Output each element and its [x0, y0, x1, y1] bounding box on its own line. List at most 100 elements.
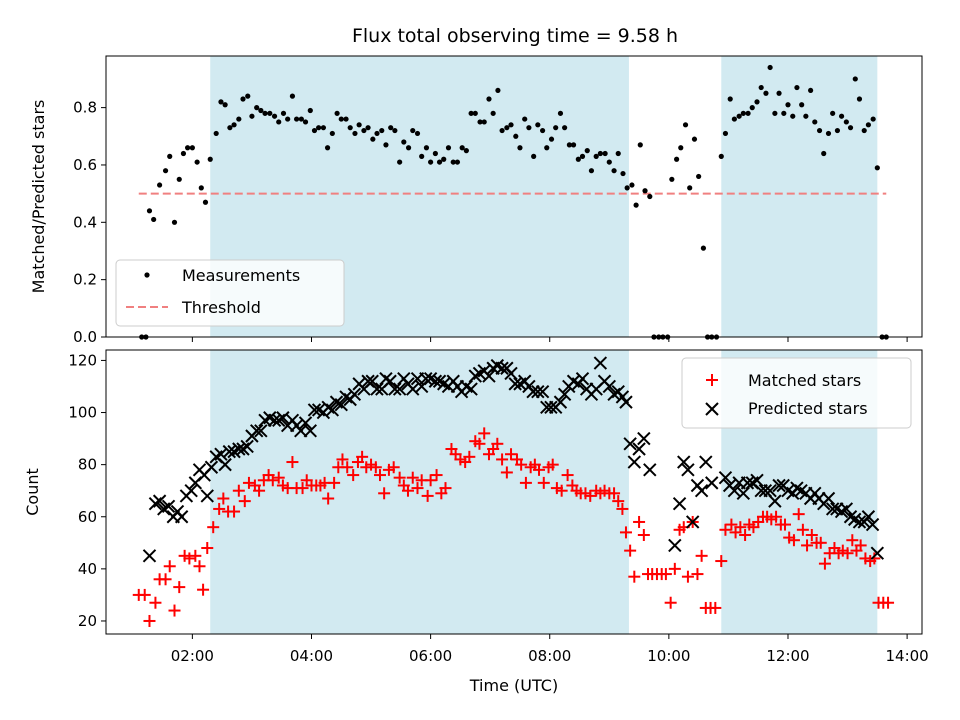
measurement-point: [544, 145, 550, 151]
measurement-point: [522, 116, 528, 122]
measurement-point: [736, 113, 742, 119]
measurement-point: [379, 127, 385, 134]
measurement-point: [562, 125, 568, 131]
predicted-star-point: [557, 387, 572, 402]
matched-star-point: [373, 469, 386, 482]
matched-star-point: [537, 476, 550, 489]
matched-star-point: [818, 557, 831, 570]
top-y-tick-label: 0.6: [73, 156, 97, 174]
chart-title: Flux total observing time = 9.58 h: [352, 25, 678, 47]
predicted-star-point: [504, 366, 518, 381]
measurement-point: [267, 110, 273, 116]
measurement-point: [293, 116, 300, 122]
measurement-point: [790, 113, 796, 119]
matched-star-point: [841, 547, 854, 560]
predicted-star-point: [406, 382, 420, 396]
matched-star-point: [478, 427, 491, 440]
matched-star-point: [725, 518, 738, 531]
matched-star-point: [406, 471, 419, 484]
matched-star-point: [439, 482, 452, 495]
measurement-point: [436, 159, 443, 165]
matched-star-point: [189, 549, 202, 562]
top-y-tick-label: 0.0: [73, 328, 97, 346]
predicted-star-point: [388, 382, 402, 396]
measurement-point: [856, 96, 863, 102]
x-axis-label: Time (UTC): [469, 676, 558, 695]
matched-star-point: [411, 482, 424, 495]
predicted-star-point: [681, 463, 695, 477]
measurement-point: [847, 125, 854, 131]
measurement-point: [579, 153, 586, 159]
top-legend-box: [115, 259, 345, 327]
measurement-point: [202, 199, 209, 205]
bot-y-tick-label: 40: [78, 560, 97, 578]
top-legend: Measurements Threshold: [115, 259, 345, 327]
measurement-point: [781, 110, 787, 116]
x-tick-label: 10:00: [647, 647, 690, 665]
matched-star-point: [628, 570, 641, 583]
top-y-tick-label: 0.8: [73, 99, 97, 117]
measurement-point: [767, 64, 773, 71]
matched-star-point: [533, 463, 546, 476]
matched-star-point: [779, 518, 792, 531]
measurement-point: [620, 170, 626, 177]
predicted-star-point: [240, 439, 254, 454]
matched-star-point: [787, 534, 800, 547]
matched-star-point: [814, 536, 827, 549]
measurement-point: [597, 150, 603, 157]
measurement-point: [428, 159, 434, 165]
predicted-star-point: [531, 384, 545, 399]
matched-star-point: [805, 528, 818, 541]
bottom-legend: Matched stars Predicted stars: [681, 357, 912, 429]
predicted-star-point: [370, 382, 384, 396]
measurement-point: [171, 219, 178, 225]
measurement-point: [584, 148, 590, 154]
measurement-point: [218, 99, 224, 105]
measurement-point: [302, 119, 309, 125]
bottom-legend-box: [681, 357, 912, 429]
top-y-ticks: 0.0 0.2 0.4 0.6 0.8: [73, 99, 106, 346]
measurement-point: [865, 122, 871, 128]
x-tick-label: 08:00: [528, 647, 571, 665]
measurement-point: [254, 105, 260, 111]
measurement-point: [151, 216, 157, 223]
measurement-point: [236, 116, 242, 122]
matched-star-point: [796, 523, 809, 536]
measurement-point: [370, 136, 376, 142]
matched-star-point: [463, 450, 476, 463]
predicted-star-point: [672, 497, 687, 511]
measurement-point: [481, 119, 487, 125]
measurement-point: [189, 145, 195, 151]
top-y-tick-label: 0.2: [73, 271, 97, 289]
measurement-point: [834, 127, 841, 134]
measurement-point: [812, 119, 818, 125]
predicted-stars-points: [142, 356, 885, 563]
bottom-y-ticks: 20 40 60 80 100 120: [68, 351, 106, 630]
measurement-point: [383, 142, 389, 148]
measurement-point: [343, 116, 349, 122]
matched-star-point: [612, 495, 625, 508]
measurement-point: [222, 102, 228, 108]
matched-star-point: [608, 487, 621, 500]
measurement-point: [194, 159, 200, 165]
measurement-point: [539, 127, 546, 134]
measurement-point: [468, 110, 474, 116]
measurement-point: [307, 107, 313, 114]
predicted-star-point: [482, 369, 496, 383]
measurement-point: [722, 130, 729, 137]
predicted-star-point: [768, 494, 782, 508]
measurement-point: [647, 193, 653, 200]
matched-star-point: [491, 437, 504, 450]
predicted-star-point: [772, 478, 786, 493]
measurement-point: [432, 150, 438, 157]
measurement-point: [361, 127, 367, 134]
measurement-point: [454, 159, 461, 165]
measurement-point: [776, 90, 782, 96]
measurement-point: [575, 156, 581, 162]
top-y-axis-label: Matched/Predicted stars: [29, 100, 48, 294]
matched-star-point: [197, 583, 210, 596]
legend-matched-label: Matched stars: [748, 371, 861, 390]
predicted-star-point: [699, 455, 713, 469]
predicted-star-point: [428, 374, 443, 388]
